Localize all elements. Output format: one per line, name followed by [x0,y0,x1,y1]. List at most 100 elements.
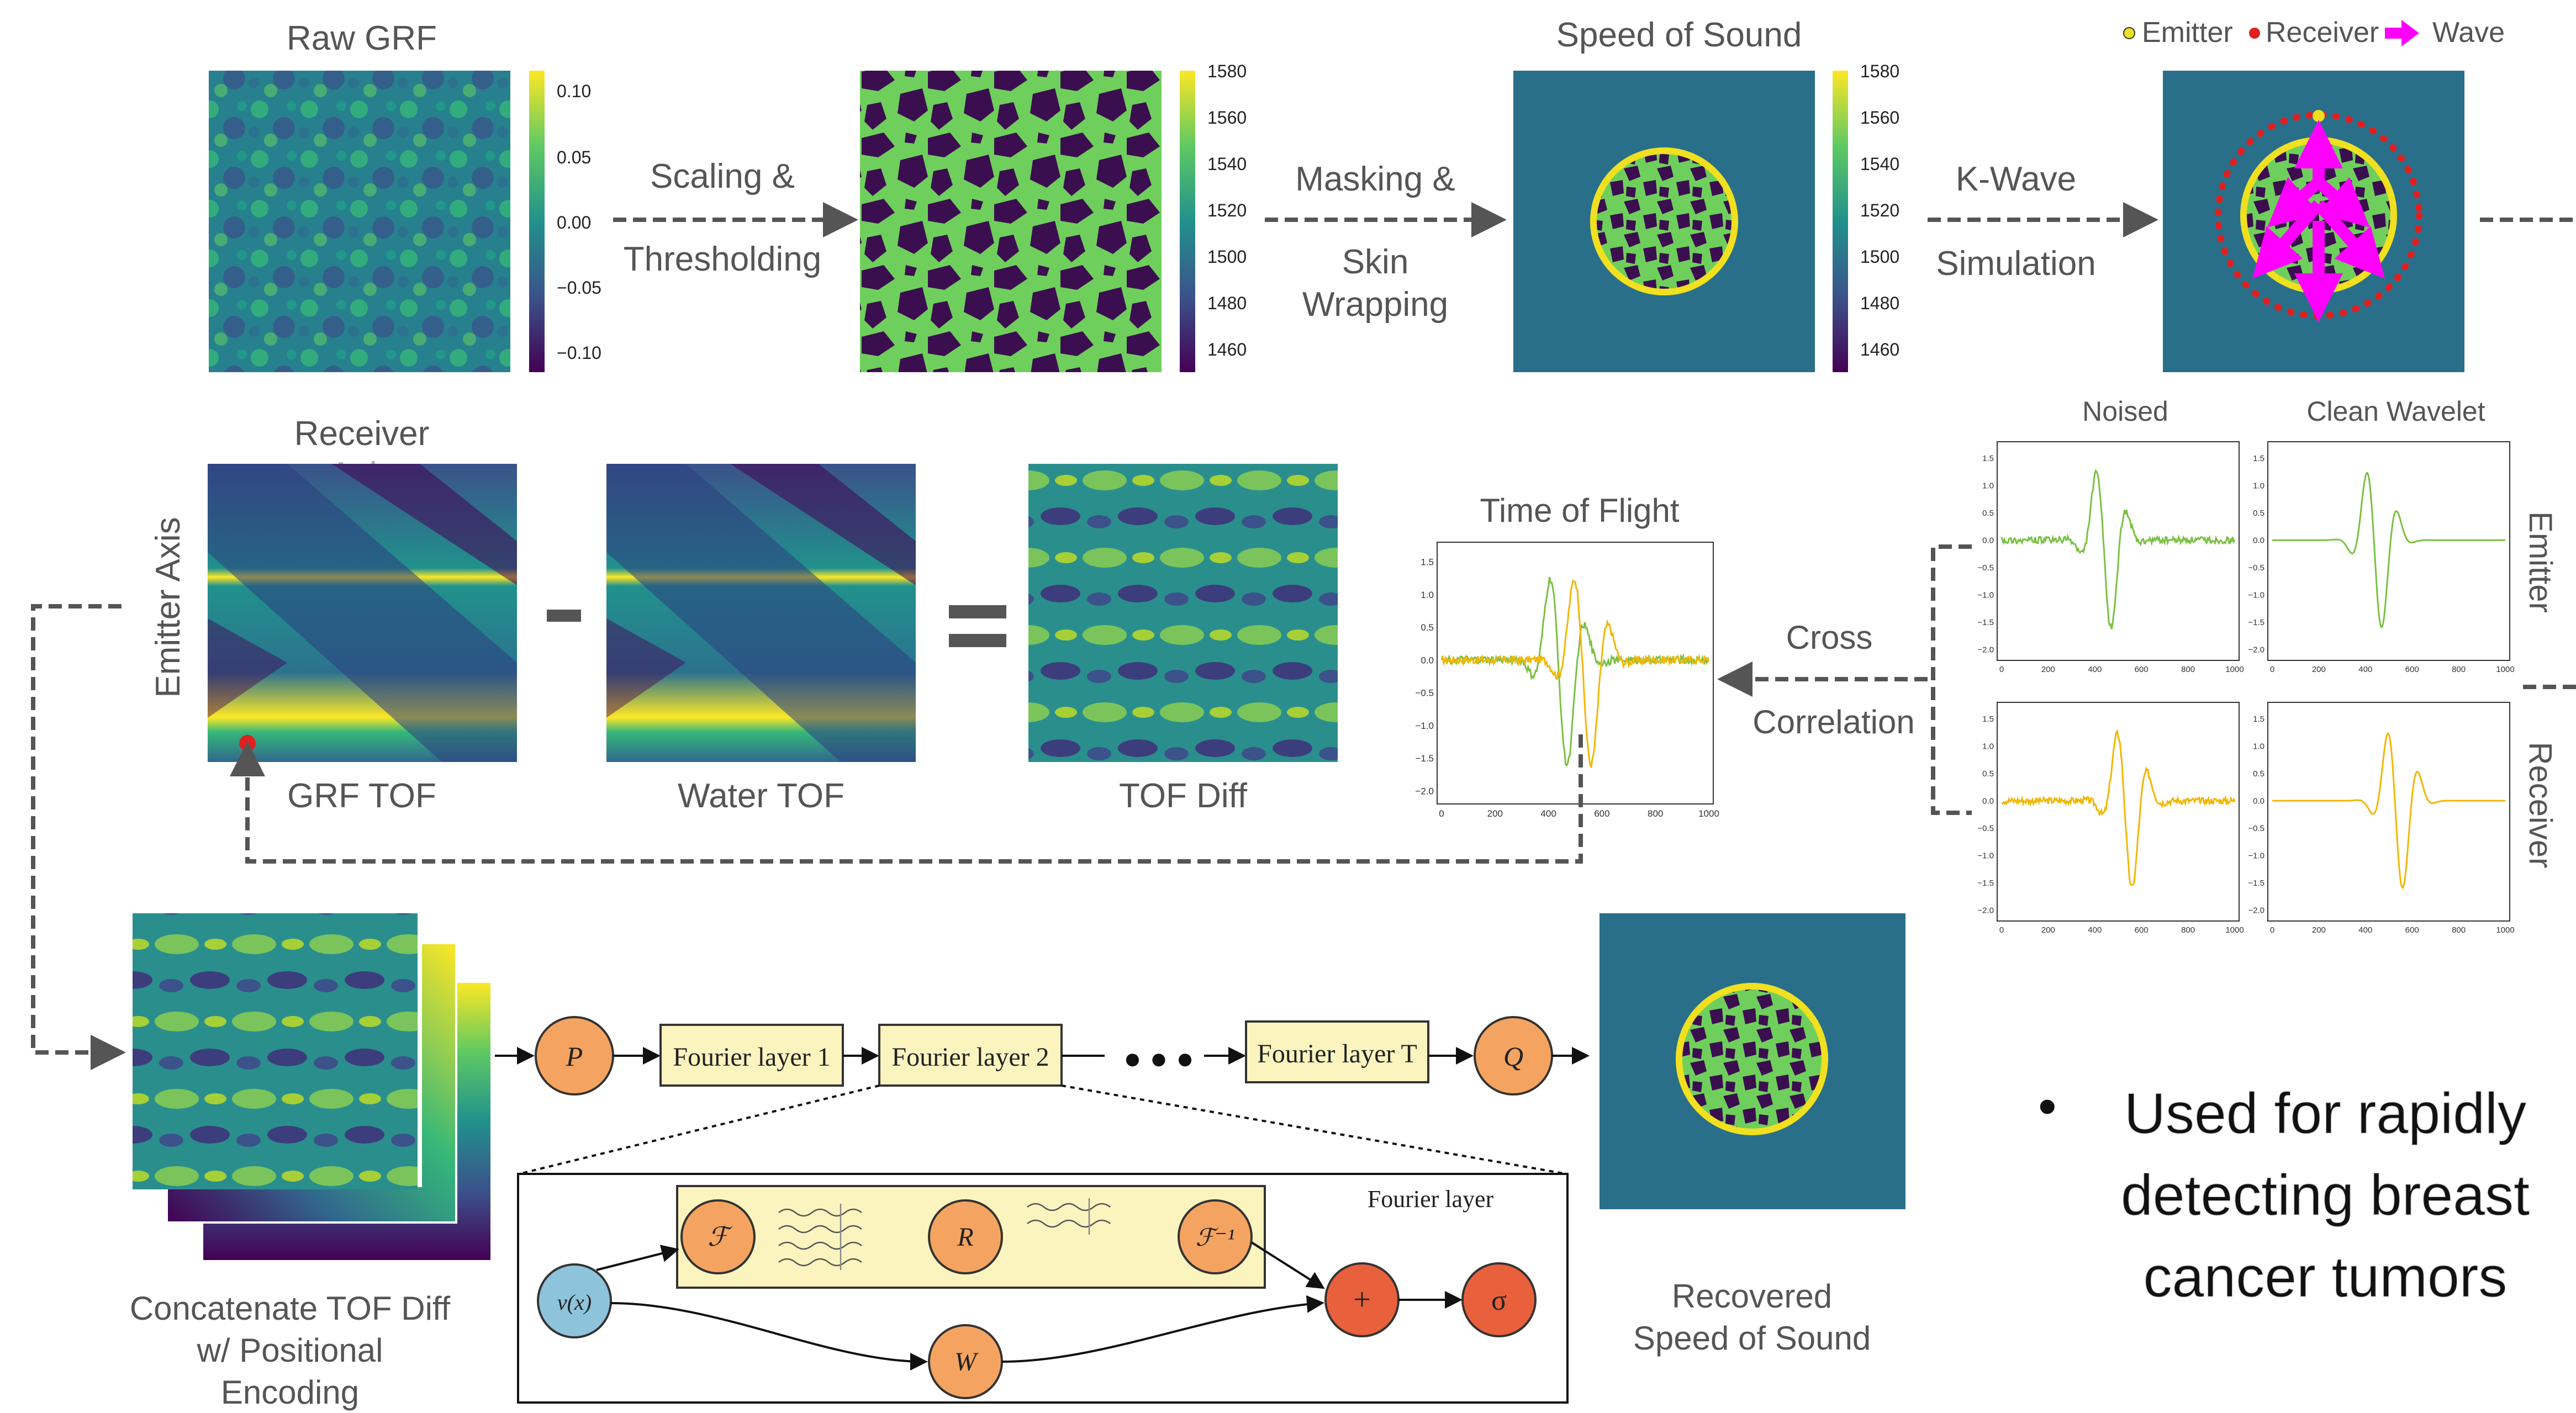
tof-diff-image [1028,464,1338,762]
zoom-line-left [519,1084,880,1175]
masking-label-1: Masking & [1295,160,1455,198]
clean-receiver-plot-ytick: 1.0 [2253,742,2264,751]
receiver-legend-dot [2249,28,2260,39]
equals-sign-top [949,605,1006,618]
masking-label-2: Skin [1342,243,1409,281]
r-node [928,1199,1003,1274]
noised-emitter-plot-ytick: −0.5 [1977,563,1994,573]
binary-tick: 1560 [1207,108,1247,128]
zoom-line-right [1061,1084,1567,1175]
wave-arrow [2314,177,2370,227]
emitter-dot [2313,110,2325,122]
clean-emitter-plot-ytick: 0.0 [2253,536,2264,545]
fourier-layer-2 [878,1024,1063,1087]
clean-emitter-plot-ytick: −1.5 [2248,618,2264,627]
receiver-side-label: Receiver [2522,742,2558,869]
finv-to-plus-arrow [1250,1241,1325,1289]
clean-receiver-plot-xtick: 800 [2452,925,2466,935]
clean-receiver-plot-xtick: 600 [2405,925,2419,935]
clean-receiver-plot-xtick: 400 [2358,925,2372,935]
concat-label-3: Encoding [221,1374,359,1411]
noised-emitter-plot-xtick: 1000 [2225,665,2244,674]
tof-emitter-plot: 1.5 1.0 0.5 0.0 −0.5 −1.0 −1.5 −2.0 0 200 400 600 80… [1415,542,1719,819]
noised-emitter-plot-xtick: 800 [2181,665,2195,674]
noised-receiver-plot-ytick: −1.5 [1977,879,1994,888]
raw-grf-colorbar [529,71,545,372]
clean-emitter-plot-xtick: 1000 [2496,665,2514,674]
fourier-layer-t-label: Fourier layer T [1257,1039,1417,1068]
clean-receiver-plot-ytick: −1.0 [2248,851,2264,860]
concat-stack [133,913,490,1260]
q-node-label: Q [1503,1041,1523,1072]
top-row: Raw GRF 0.10 0.05 0.00 −0.05 −0.10 Scali… [209,16,2576,372]
noised-receiver-plot-ytick: −0.5 [1977,824,1994,833]
cross-label-2: Correlation [1752,703,1914,740]
raw-grf-colorbar-ticks: 0.10 0.05 0.00 −0.05 −0.10 [557,81,601,363]
tof-receiver-trace [1441,579,1710,768]
noised-receiver-plot-xtick: 0 [1999,925,2004,935]
bullet-marker: • [2038,1077,2057,1136]
noised-receiver-plot-xtick: 800 [2181,925,2195,935]
clean-emitter-plot: 1.5 1.0 0.5 0.0 −0.5 −1.0 −1.5 −2.0 0 200 400 600 80… [2248,441,2515,674]
sos-tick: 1560 [1860,108,1899,128]
sos-tick: 1460 [1860,340,1899,359]
waveform-panels: Noised Clean Wavelet 1.5 1.0 0.5 0.0 −0.5 −1.… [1977,396,2576,935]
noised-receiver-plot-ytick: 0.5 [1982,769,1994,779]
equals-sign-bottom [949,634,1006,647]
finv-node [1178,1199,1253,1274]
cross-label-1: Cross [1786,619,1873,656]
sigma-node-label: σ [1491,1285,1507,1316]
water-tof-label: Water TOF [678,777,844,815]
noised-receiver-plot-ytick: 0.0 [1982,796,1994,806]
sos-tick: 1540 [1860,154,1899,174]
v-to-w-arrow [610,1302,928,1370]
noised-emitter-plot-xtick: 200 [2041,665,2055,674]
sigma-node [1461,1262,1537,1337]
sos-colorbar-ticks: 1580 1560 1540 1520 1500 1480 1460 [1860,61,1899,359]
p-node-label: P [566,1041,583,1072]
masking-label-3: Wrapping [1302,285,1448,324]
clean-emitter-plot-xtick: 400 [2358,665,2372,674]
noised-receiver-plot-ytick: −2.0 [1977,906,1994,915]
clean-title: Clean Wavelet [2306,396,2485,427]
noised-receiver-plot-xtick: 400 [2088,925,2102,935]
fourier-layer-1 [659,1024,844,1087]
noised-emitter-plot-xtick: 0 [1999,665,2004,674]
clean-emitter-plot-frame [2267,441,2510,661]
noised-emitter-plot-ytick: 0.0 [1982,536,1994,545]
wave-arrows [2252,120,2385,322]
noised-emitter-plot-ytick: 1.0 [1982,481,1994,490]
v-to-f-arrow [596,1245,679,1271]
fourier-layer-detail: Fourier layer v(x) ℱ R ℱ⁻¹ W [517,1173,1569,1404]
tof-emitter-plot-ytick: −1.5 [1415,753,1434,764]
raw-grf-title: Raw GRF [287,19,437,57]
feedback-connector [230,734,1583,864]
sos-colorbar [1833,71,1848,372]
tof-emitter-plot-ytick: −0.5 [1415,688,1434,698]
noised-receiver-plot-trace [2002,729,2236,886]
legend-wave: Wave [2432,17,2505,49]
noised-receiver-plot-xtick: 600 [2135,925,2149,935]
wave-arrow [2267,177,2323,227]
clean-receiver-plot-ytick: −0.5 [2248,824,2264,833]
kwave-label-2: Simulation [1936,245,2095,283]
tof-emitter-plot-ytick: 0.5 [1421,622,1434,633]
noised-emitter-plot-xtick: 600 [2135,665,2149,674]
f-node [680,1199,756,1274]
sos-tick: 1500 [1860,247,1899,267]
clean-receiver-plot: 1.5 1.0 0.5 0.0 −0.5 −1.0 −1.5 −2.0 0 200 400 600 80… [2248,702,2515,935]
emitter-axis-label: Emitter Axis [149,517,187,697]
tof-emitter-plot-xtick: 400 [1540,808,1556,819]
grf-tof-image [208,464,517,762]
plus-node-label: + [1353,1283,1371,1317]
tof-title: Time of Flight [1480,492,1680,529]
binary-colorbar [1180,71,1195,372]
noised-receiver-plot-xtick: 200 [2041,925,2055,935]
noised-emitter-plot-ytick: −2.0 [1977,645,1994,654]
binary-tick: 1520 [1207,200,1247,220]
spectral-waves-1 [778,1204,862,1270]
tof-emitter-plot-xtick: 1000 [1698,808,1719,819]
noised-emitter-plot-trace [2000,469,2236,629]
minus-sign [547,610,581,622]
noised-receiver-plot-ytick: 1.5 [1982,715,1994,724]
